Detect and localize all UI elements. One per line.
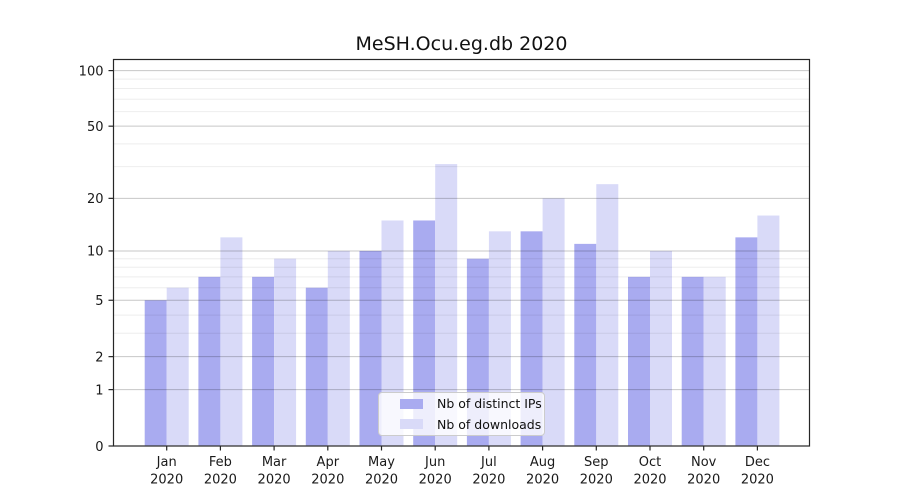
legend-swatch-downloads <box>400 419 423 430</box>
bar-distinct-ips-mar <box>252 276 275 446</box>
x-tick-label-year: 2020 <box>258 473 291 488</box>
x-tick-label-month: Dec <box>745 455 770 470</box>
bar-distinct-ips-sep <box>574 243 597 446</box>
x-tick-label-year: 2020 <box>150 473 183 488</box>
x-tick-label-month: Oct <box>639 455 661 470</box>
chart-title: MeSH.Ocu.eg.db 2020 <box>355 33 568 55</box>
bar-distinct-ips-apr <box>305 287 328 446</box>
bar-downloads-feb <box>220 237 243 446</box>
bar-downloads-sep <box>596 184 619 446</box>
bar-distinct-ips-jun <box>413 220 436 446</box>
y-tick-label: 20 <box>87 192 104 207</box>
x-tick-label-month: Nov <box>691 455 717 470</box>
y-tick-label: 100 <box>79 64 104 79</box>
x-tick-label-month: Apr <box>317 455 340 470</box>
bar-downloads-mar <box>274 258 297 446</box>
bar-downloads-apr <box>327 250 350 446</box>
bar-distinct-ips-nov <box>681 276 704 446</box>
x-tick-label-year: 2020 <box>419 473 452 488</box>
bar-distinct-ips-aug <box>520 231 543 446</box>
x-tick-label-month: May <box>368 455 395 470</box>
x-tick-label-year: 2020 <box>526 473 559 488</box>
x-tick-label-month: Sep <box>584 455 609 470</box>
plot-frame <box>112 58 811 447</box>
bar-downloads-jul <box>488 231 511 446</box>
x-tick-label-month: Aug <box>530 455 555 470</box>
y-tick-label: 5 <box>95 294 103 309</box>
bar-downloads-nov <box>703 276 726 446</box>
bar-distinct-ips-dec <box>735 237 758 446</box>
bar-distinct-ips-may <box>359 250 382 446</box>
x-tick-label-year: 2020 <box>311 473 344 488</box>
x-tick-label-year: 2020 <box>365 473 398 488</box>
legend-label-downloads: Nb of downloads <box>437 416 542 432</box>
x-tick-label-month: Mar <box>262 455 287 470</box>
y-tick-label: 50 <box>87 120 104 135</box>
x-tick-label-year: 2020 <box>472 473 505 488</box>
bar-downloads-aug <box>542 198 565 446</box>
legend-swatch-distinct-ips <box>400 398 423 409</box>
bar-downloads-may <box>381 220 404 446</box>
y-tick-label: 10 <box>87 245 104 260</box>
x-tick-label-month: Feb <box>209 455 232 470</box>
legend-label-distinct-ips: Nb of distinct IPs <box>437 396 542 412</box>
x-tick-label-month: Jan <box>156 455 177 470</box>
bar-downloads-oct <box>650 250 672 446</box>
x-tick-label-year: 2020 <box>204 473 237 488</box>
legend-item-downloads: Nb of downloads <box>379 414 544 434</box>
x-tick-label-year: 2020 <box>741 473 774 488</box>
x-tick-label-month: Jul <box>480 455 497 470</box>
legend-item-distinct-ips: Nb of distinct IPs <box>379 394 544 414</box>
x-tick-label-year: 2020 <box>687 473 720 488</box>
bar-distinct-ips-oct <box>628 276 650 446</box>
y-tick-label: 1 <box>95 383 103 398</box>
bar-downloads-jan <box>166 287 189 446</box>
bar-distinct-ips-jan <box>144 300 167 446</box>
x-tick-label-month: Jun <box>424 455 445 470</box>
x-tick-label-year: 2020 <box>633 473 666 488</box>
bar-downloads-jun <box>435 164 458 446</box>
bar-distinct-ips-feb <box>198 276 221 446</box>
y-tick-label: 0 <box>95 440 103 455</box>
x-tick-label-year: 2020 <box>580 473 613 488</box>
y-tick-label: 2 <box>95 350 103 365</box>
legend: Nb of distinct IPs Nb of downloads <box>378 392 545 436</box>
bar-downloads-dec <box>757 215 780 446</box>
